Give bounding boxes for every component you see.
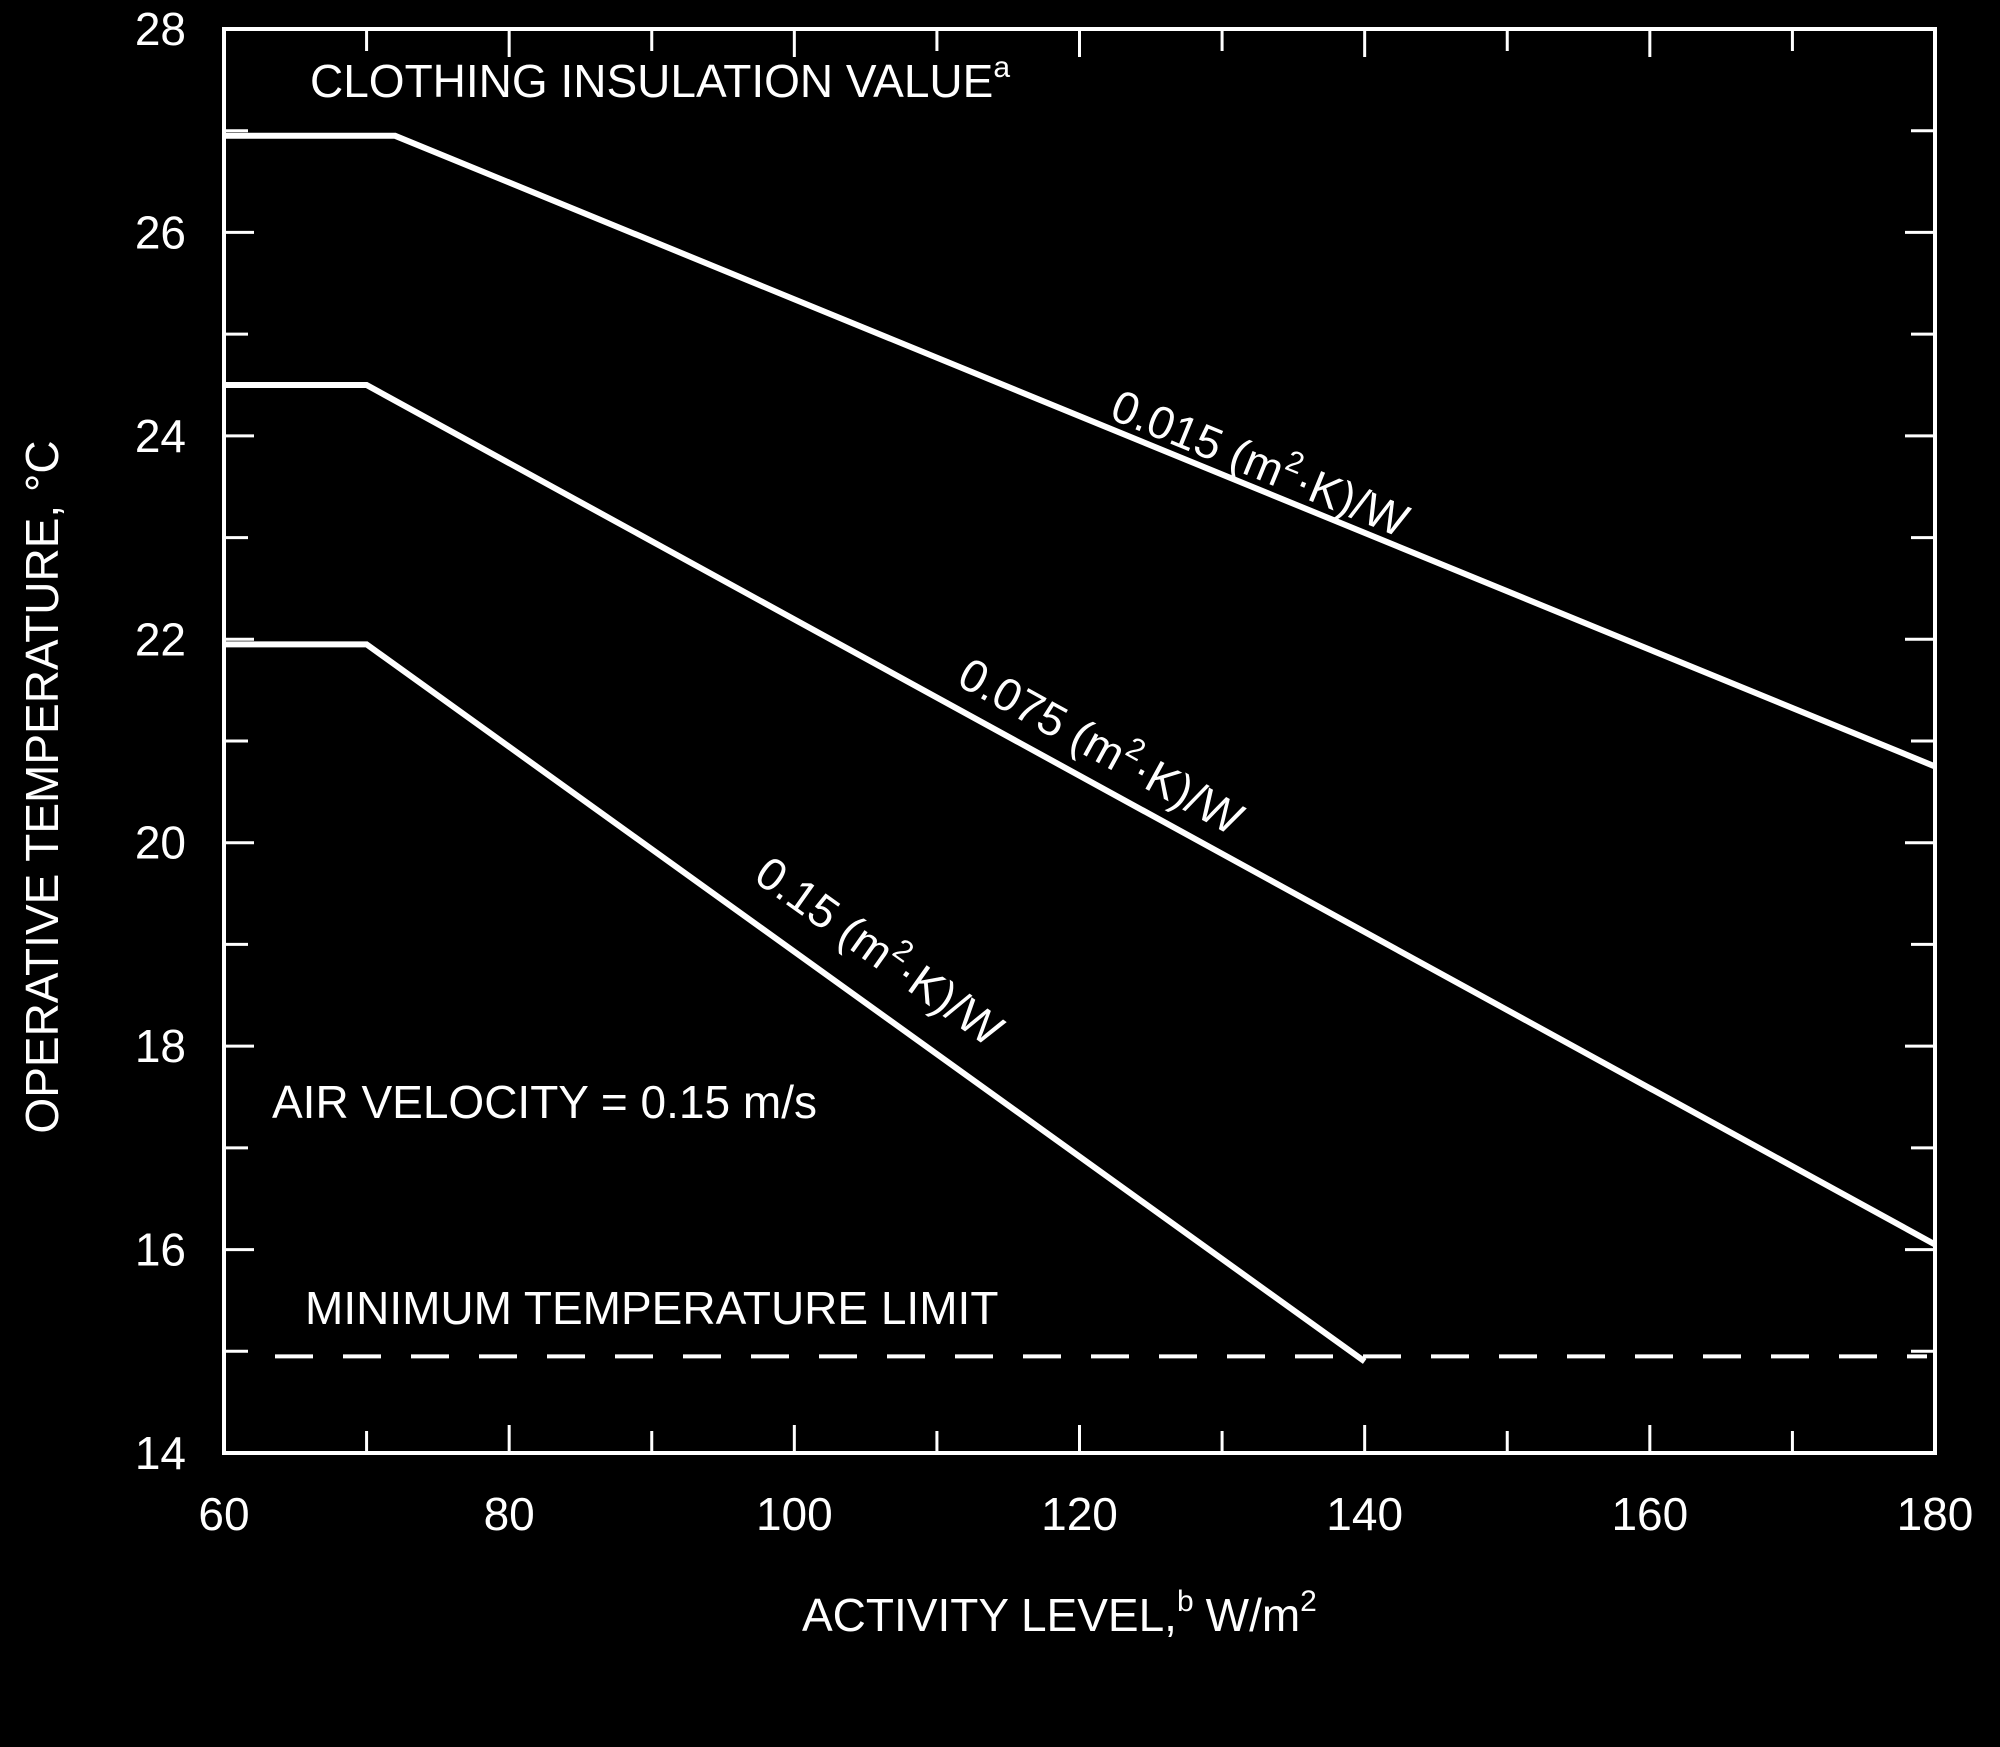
clothing-insulation-annotation: CLOTHING INSULATION VALUEa: [310, 51, 1010, 107]
minimum-temperature-limit-label: MINIMUM TEMPERATURE LIMIT: [305, 1282, 998, 1334]
y-tick-label: 22: [135, 613, 186, 665]
x-tick-label: 120: [1041, 1488, 1118, 1540]
series-layer: [224, 132, 1937, 1364]
y-tick-label: 16: [135, 1224, 186, 1276]
y-tick-label: 14: [135, 1427, 186, 1479]
air-velocity-annotation: AIR VELOCITY = 0.15 m/s: [272, 1076, 817, 1128]
series-line-1: [224, 132, 1937, 770]
x-tick-label: 60: [198, 1488, 249, 1540]
x-tick-label: 180: [1897, 1488, 1974, 1540]
series-label-2: 0.075 (m2·K)/W: [950, 644, 1254, 845]
x-tick-label: 80: [484, 1488, 535, 1540]
x-tick-label: 160: [1611, 1488, 1688, 1540]
x-axis-title-text: ACTIVITY LEVEL,: [802, 1589, 1177, 1641]
series-line-2: [224, 382, 1937, 1248]
y-tick-label: 26: [135, 206, 186, 258]
clothing-annotation-text: CLOTHING INSULATION VALUE: [310, 55, 993, 107]
y-tick-label: 18: [135, 1020, 186, 1072]
x-tick-label: 100: [756, 1488, 833, 1540]
y-tick-label: 28: [135, 3, 186, 55]
x-axis-title-unit-sup: 2: [1300, 1585, 1317, 1618]
x-axis-title-unit: W/m: [1206, 1589, 1301, 1641]
y-tick-label: 24: [135, 410, 186, 462]
y-tick-label: 20: [135, 817, 186, 869]
series-label-1: 0.015 (m2·K)/W: [1104, 375, 1418, 547]
clothing-annotation-sup: a: [993, 51, 1010, 84]
y-axis-title: OPERATIVE TEMPERATURE, °C: [16, 440, 68, 1133]
series-line-3: [224, 641, 1367, 1364]
x-axis-title: ACTIVITY LEVEL,b W/m2: [802, 1585, 1317, 1641]
axes: 60 80 100 120 140 160 180 14 16 18 20 22 24 26 28: [135, 3, 1974, 1540]
x-axis-title-sup: b: [1177, 1585, 1194, 1618]
x-tick-label: 140: [1326, 1488, 1403, 1540]
